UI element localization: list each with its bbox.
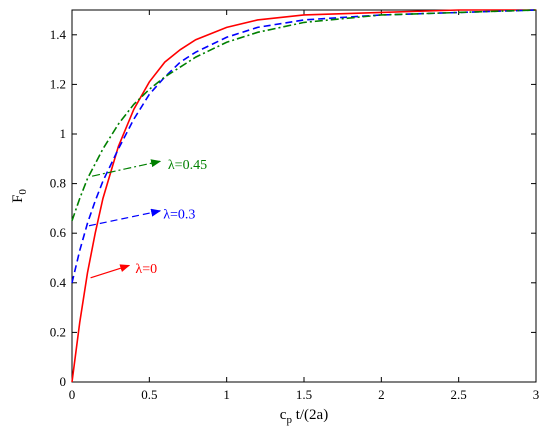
x-tick-label: 3	[533, 387, 540, 402]
annotation-arrow-0	[91, 159, 162, 177]
y-tick-label: 0.8	[50, 176, 66, 191]
annotation-arrow-1	[88, 208, 162, 227]
series-line-2	[71, 9, 537, 222]
annotations-group: λ=0.45 λ=0.3 λ=0	[88, 158, 207, 279]
plot-area	[71, 9, 537, 383]
series-group	[71, 9, 537, 383]
y-tick-label: 0	[60, 374, 67, 389]
x-tick-label: 0.5	[141, 387, 157, 402]
x-axis-label: cp t/(2a)	[280, 407, 328, 426]
x-tick-label: 2	[378, 387, 385, 402]
series-line-0	[71, 9, 536, 383]
annotation-label-1: λ=0.3	[163, 207, 195, 222]
x-tick-label: 1	[223, 387, 230, 402]
y-tick-label: 1.2	[50, 76, 66, 91]
annotation-label-2: λ=0	[135, 262, 157, 277]
series-line-1	[71, 9, 537, 283]
y-tick-label: 1.4	[50, 27, 67, 42]
x-tick-label: 0	[69, 387, 76, 402]
y-tick-label: 0.6	[50, 225, 67, 240]
annotation-label-0: λ=0.45	[168, 158, 207, 173]
y-axis-label: F0	[10, 189, 29, 203]
ticks-group: 0 0.5 1 1.5 2 2.5 3 0 0.2 0.4 0.6 0.8 1 1.2 1.4	[50, 10, 540, 402]
y-tick-label: 0.2	[50, 324, 66, 339]
y-tick-label: 1	[60, 126, 67, 141]
y-tick-label: 0.4	[50, 275, 67, 290]
x-tick-label: 1.5	[296, 387, 312, 402]
annotation-arrow-2	[90, 264, 131, 279]
x-tick-label: 2.5	[451, 387, 467, 402]
